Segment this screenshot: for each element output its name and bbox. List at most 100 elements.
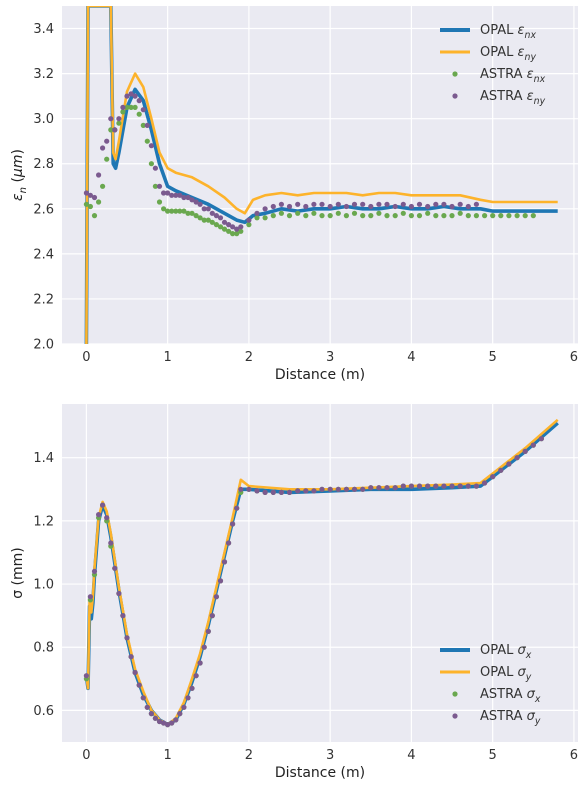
scatter-point-3 xyxy=(303,488,309,494)
scatter-point-3 xyxy=(226,540,232,546)
scatter-point-3 xyxy=(234,226,240,232)
x-axis-label: Distance (m) xyxy=(275,367,365,383)
scatter-point-3 xyxy=(152,165,158,171)
scatter-point-2 xyxy=(360,213,366,219)
legend-entry: ASTRA σx xyxy=(480,687,541,705)
y-tick-label: 3.2 xyxy=(33,67,54,82)
x-tick-label: 6 xyxy=(570,748,578,763)
x-tick-label: 5 xyxy=(489,748,497,763)
scatter-point-2 xyxy=(100,183,106,189)
scatter-point-2 xyxy=(311,210,317,216)
scatter-point-3 xyxy=(91,194,98,201)
scatter-point-3 xyxy=(100,145,106,151)
scatter-point-3 xyxy=(311,488,317,494)
scatter-point-3 xyxy=(400,201,406,207)
scatter-point-2 xyxy=(490,213,496,219)
scatter-point-3 xyxy=(209,210,215,216)
y-tick-label: 2.0 xyxy=(33,338,54,353)
scatter-point-2 xyxy=(278,210,284,216)
x-tick-label: 4 xyxy=(407,748,415,763)
scatter-point-3 xyxy=(185,194,191,201)
legend-marker-swatch xyxy=(452,93,458,99)
scatter-point-3 xyxy=(209,613,215,619)
scatter-point-3 xyxy=(490,474,496,480)
scatter-point-3 xyxy=(327,203,333,210)
scatter-point-3 xyxy=(140,107,146,113)
scatter-point-3 xyxy=(177,711,183,717)
scatter-point-2 xyxy=(209,219,215,225)
scatter-point-2 xyxy=(230,231,236,237)
scatter-point-2 xyxy=(152,183,158,189)
scatter-point-3 xyxy=(449,203,455,210)
y-tick-label: 2.2 xyxy=(33,292,54,307)
x-tick-label: 5 xyxy=(489,350,497,365)
scatter-point-2 xyxy=(327,213,333,219)
scatter-point-2 xyxy=(116,120,122,126)
scatter-point-3 xyxy=(161,190,167,196)
scatter-point-3 xyxy=(181,194,187,201)
scatter-point-3 xyxy=(124,635,130,641)
y-axis-label: εn (μm) xyxy=(10,149,29,201)
scatter-point-2 xyxy=(246,222,252,228)
scatter-point-3 xyxy=(96,172,102,178)
scatter-point-3 xyxy=(278,489,284,495)
scatter-point-2 xyxy=(262,215,268,221)
y-tick-label: 3.4 xyxy=(33,22,54,37)
scatter-point-3 xyxy=(351,486,358,492)
y-axis-label: σ (mm) xyxy=(10,547,26,599)
scatter-point-2 xyxy=(136,111,142,117)
scatter-point-3 xyxy=(116,590,122,597)
scatter-point-3 xyxy=(449,483,455,489)
scatter-point-3 xyxy=(173,717,179,723)
scatter-point-3 xyxy=(465,203,471,210)
scatter-point-3 xyxy=(132,669,138,676)
scatter-point-2 xyxy=(177,208,183,214)
scatter-point-2 xyxy=(226,228,232,234)
scatter-point-3 xyxy=(193,673,199,679)
scatter-point-3 xyxy=(441,201,447,207)
scatter-point-2 xyxy=(270,213,276,219)
scatter-point-3 xyxy=(91,568,98,575)
scatter-point-3 xyxy=(270,489,276,495)
scatter-point-3 xyxy=(230,521,236,527)
scatter-point-2 xyxy=(506,213,512,219)
x-tick-label: 0 xyxy=(82,748,90,763)
scatter-point-3 xyxy=(128,654,134,660)
scatter-point-3 xyxy=(246,486,252,492)
scatter-point-3 xyxy=(360,486,366,492)
scatter-point-3 xyxy=(205,206,211,212)
scatter-point-3 xyxy=(120,104,126,110)
scatter-point-3 xyxy=(238,224,244,230)
legend-entry: OPAL σx xyxy=(480,643,532,661)
scatter-point-2 xyxy=(295,210,301,216)
scatter-point-3 xyxy=(87,192,93,198)
scatter-point-3 xyxy=(108,540,114,546)
scatter-point-3 xyxy=(368,485,374,491)
scatter-point-3 xyxy=(530,442,536,448)
scatter-point-2 xyxy=(368,213,374,219)
scatter-point-3 xyxy=(156,183,163,189)
scatter-point-2 xyxy=(400,210,406,216)
scatter-point-2 xyxy=(120,109,126,115)
scatter-point-3 xyxy=(112,565,118,571)
scatter-point-2 xyxy=(83,201,89,207)
scatter-point-3 xyxy=(506,461,512,467)
scatter-point-2 xyxy=(441,213,447,219)
scatter-point-3 xyxy=(433,201,439,207)
scatter-point-3 xyxy=(165,190,171,196)
scatter-point-2 xyxy=(416,213,423,219)
series-line-1 xyxy=(85,6,558,344)
x-tick-label: 3 xyxy=(326,350,334,365)
scatter-point-3 xyxy=(104,515,110,521)
scatter-point-3 xyxy=(319,486,325,492)
scatter-point-3 xyxy=(416,201,423,207)
scatter-point-2 xyxy=(165,208,171,214)
scatter-point-3 xyxy=(213,213,219,219)
scatter-point-3 xyxy=(165,722,171,728)
scatter-point-2 xyxy=(376,210,382,216)
scatter-point-3 xyxy=(169,720,175,726)
legend-entry: OPAL σy xyxy=(480,665,532,683)
scatter-point-2 xyxy=(514,213,520,219)
scatter-point-3 xyxy=(441,483,447,489)
y-tick-label: 1.4 xyxy=(33,451,54,466)
